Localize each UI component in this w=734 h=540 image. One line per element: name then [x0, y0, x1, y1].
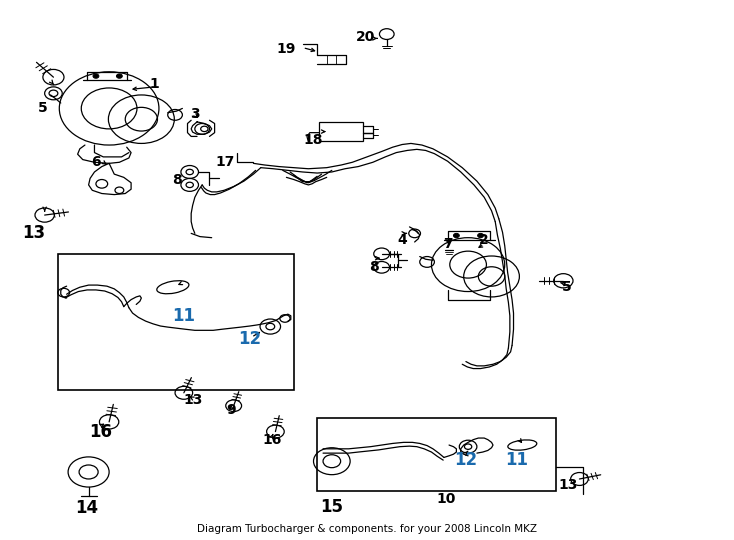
- Text: 8: 8: [172, 172, 181, 186]
- Text: 13: 13: [183, 393, 203, 407]
- Text: 12: 12: [454, 450, 477, 469]
- Text: 2: 2: [479, 233, 489, 247]
- Text: 4: 4: [397, 233, 407, 247]
- Circle shape: [454, 233, 459, 238]
- Text: 13: 13: [22, 225, 46, 242]
- Text: 3: 3: [190, 107, 200, 121]
- Text: 1: 1: [150, 77, 159, 91]
- Circle shape: [117, 74, 123, 78]
- Bar: [317, 418, 556, 491]
- Text: 17: 17: [215, 156, 235, 169]
- Text: 8: 8: [369, 260, 379, 274]
- Text: 6: 6: [91, 156, 101, 169]
- Text: 14: 14: [76, 499, 98, 517]
- Text: 9: 9: [227, 403, 236, 417]
- Text: 20: 20: [356, 30, 375, 44]
- Text: Diagram Turbocharger & components. for your 2008 Lincoln MKZ: Diagram Turbocharger & components. for y…: [197, 524, 537, 534]
- Text: 11: 11: [506, 450, 528, 469]
- Bar: [319, 122, 363, 141]
- Text: 10: 10: [437, 492, 456, 506]
- Text: 13: 13: [558, 478, 578, 492]
- Text: 15: 15: [320, 498, 344, 516]
- Text: 16: 16: [89, 423, 112, 441]
- Bar: [58, 254, 294, 389]
- Text: 16: 16: [262, 433, 281, 447]
- Text: 18: 18: [304, 133, 323, 147]
- Text: 5: 5: [562, 280, 572, 294]
- Circle shape: [478, 233, 484, 238]
- Text: 11: 11: [172, 307, 195, 325]
- Text: 7: 7: [443, 237, 452, 251]
- Circle shape: [93, 74, 99, 78]
- Text: 5: 5: [37, 102, 47, 116]
- Text: 19: 19: [277, 42, 296, 56]
- Text: 12: 12: [239, 330, 261, 348]
